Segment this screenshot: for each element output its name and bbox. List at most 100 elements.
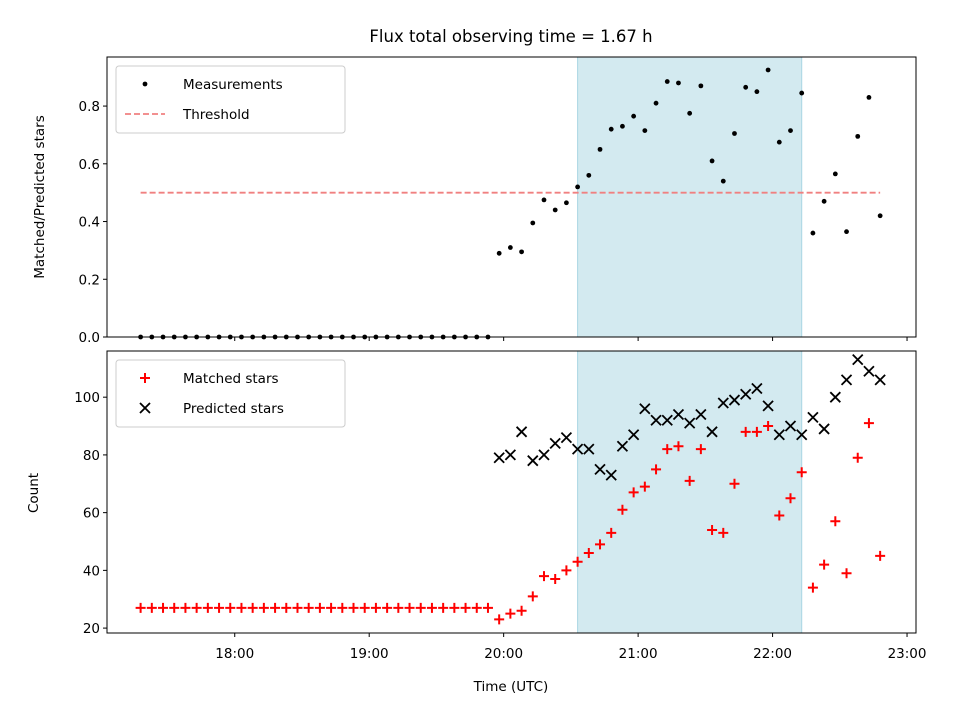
legend-label: Measurements <box>183 77 283 93</box>
measurement-point <box>765 67 771 73</box>
predicted-star-point <box>717 397 729 409</box>
bottom-x-tick-label: 20:00 <box>484 646 523 662</box>
predicted-star-point <box>829 391 841 403</box>
matched-star-point <box>471 602 482 613</box>
measurement-point <box>496 250 502 256</box>
matched-star-point <box>595 539 606 550</box>
predicted-star-point <box>762 400 774 412</box>
matched-star-point <box>348 602 359 613</box>
measurement-point <box>720 178 726 184</box>
predicted-star-point <box>684 417 696 429</box>
bottom-legend <box>115 359 346 428</box>
bottom-x-tick-label: 21:00 <box>619 646 658 662</box>
predicted-star-point <box>616 440 629 452</box>
measurement-point <box>877 213 883 219</box>
matched-star-point <box>561 565 572 576</box>
bottom-x-tick-label: 22:00 <box>753 646 792 662</box>
predicted-star-point <box>773 429 785 441</box>
measurement-point <box>519 249 524 255</box>
matched-star-point <box>852 452 863 463</box>
matched-star-point <box>180 602 191 613</box>
predicted-star-point <box>818 423 830 435</box>
matched-star-point <box>684 475 695 486</box>
matched-star-point <box>695 444 706 455</box>
predicted-star-point <box>583 443 595 455</box>
matched-star-point <box>639 481 650 492</box>
matched-star-point <box>236 602 247 613</box>
measurement-point <box>564 200 569 206</box>
predicted-star-point <box>796 429 808 441</box>
predicted-star-point <box>840 374 853 386</box>
matched-star-point <box>751 426 762 437</box>
top-y-tick-label: 0.4 <box>79 215 100 231</box>
matched-star-point <box>494 614 505 625</box>
matched-star-point <box>819 559 830 570</box>
measurement-point <box>642 128 648 134</box>
matched-star-point <box>482 602 493 613</box>
predicted-star-point <box>695 408 707 421</box>
bottom-x-tick-label: 19:00 <box>350 646 389 662</box>
measurement-point <box>799 90 805 96</box>
measurement-point <box>810 230 816 236</box>
legend-label: Matched stars <box>183 371 279 387</box>
matched-star-point <box>830 516 841 527</box>
predicted-star-point <box>560 431 573 444</box>
measurement-point <box>597 146 603 152</box>
predicted-star-point <box>594 463 606 475</box>
matched-star-point <box>426 602 437 613</box>
matched-star-point <box>314 602 325 613</box>
matched-star-point <box>281 602 292 613</box>
predicted-star-point <box>515 426 528 438</box>
bottom-y-axis-label: Count <box>26 473 42 513</box>
predicted-star-point <box>874 374 886 386</box>
matched-star-point <box>370 602 381 613</box>
matched-star-point <box>863 418 874 429</box>
matched-star-point <box>796 467 807 478</box>
measurement-point <box>631 113 637 119</box>
matched-star-point <box>729 478 740 489</box>
matched-star-point <box>449 602 460 613</box>
bottom-y-tick-label: 60 <box>83 506 100 522</box>
measurement-point <box>821 198 827 204</box>
predicted-star-point <box>863 365 875 377</box>
measurement-point <box>698 83 704 89</box>
matched-star-point <box>538 571 549 582</box>
matched-star-point <box>191 602 202 613</box>
top-y-tick-label: 0.2 <box>79 272 100 288</box>
matched-star-point <box>158 602 169 613</box>
matched-star-point <box>393 602 404 613</box>
matched-star-point <box>785 493 796 504</box>
matched-star-point <box>550 574 561 585</box>
predicted-star-point <box>493 452 505 464</box>
matched-star-point <box>303 602 314 613</box>
legend-matched-marker <box>140 373 150 383</box>
measurement-point <box>507 245 513 250</box>
chart-title: Flux total observing time = 1.67 h <box>369 27 652 46</box>
predicted-star-point <box>650 414 662 426</box>
matched-star-point <box>583 548 594 559</box>
matched-star-point <box>169 602 180 613</box>
matched-star-point <box>438 602 449 613</box>
measurement-point <box>541 197 547 203</box>
matched-star-point <box>718 527 729 538</box>
measurement-point <box>855 133 861 139</box>
matched-star-point <box>572 556 583 567</box>
legend-measurements-marker <box>142 81 148 87</box>
predicted-star-point <box>605 469 617 481</box>
predicted-star-point <box>852 354 864 366</box>
measurement-point <box>776 139 782 145</box>
matched-star-point <box>651 464 662 475</box>
x-axis-label: Time (UTC) <box>473 679 549 695</box>
top-y-tick-label: 0.0 <box>79 330 100 346</box>
matched-star-point <box>673 441 684 452</box>
measurement-point <box>687 110 693 116</box>
matched-star-point <box>326 602 337 613</box>
predicted-star-point <box>672 408 685 421</box>
predicted-star-point <box>661 414 673 426</box>
matched-star-point <box>214 602 225 613</box>
matched-star-point <box>258 602 269 613</box>
matched-star-point <box>270 602 281 613</box>
legend-label: Threshold <box>182 107 250 123</box>
measurement-point <box>676 80 681 86</box>
